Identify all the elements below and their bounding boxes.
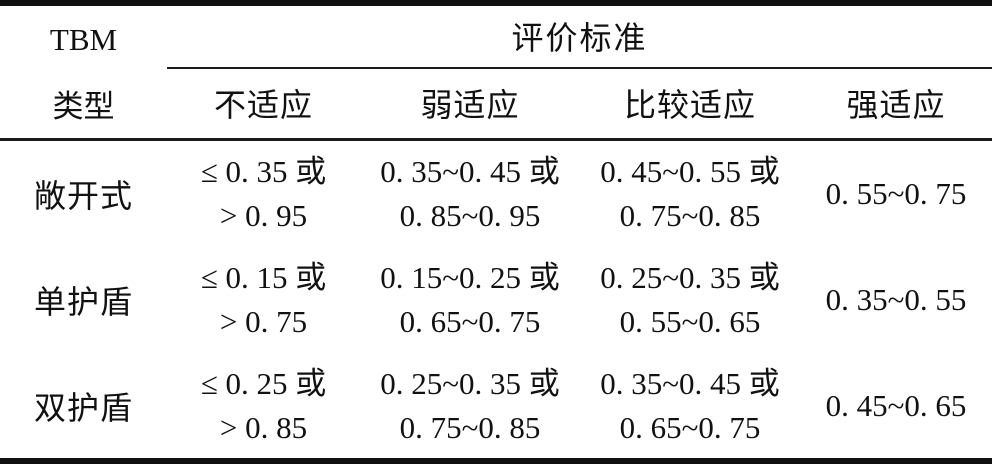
header-row-levels: 不适应 弱适应 比较适应 强适应 [0, 67, 992, 141]
cell-value-line2: 0. 65~0. 75 [619, 409, 761, 445]
table-row-single-shield: 单护盾 ≤ 0. 15 或 > 0. 75 0. 15~0. 25 或 0. 6… [0, 246, 992, 353]
criteria-header: 评价标准 [167, 3, 992, 69]
level-header-fairly-adaptable: 比较适应 [580, 67, 800, 141]
cell-value-line2: 0. 85~0. 95 [399, 197, 541, 233]
tbm-type-header-line1: TBM [49, 21, 118, 57]
tbm-type-header-line2: 类型 [52, 89, 115, 125]
row-type-label: 单护盾 [33, 284, 133, 321]
table-row-double-shield: 双护盾 ≤ 0. 25 或 > 0. 85 0. 25~0. 35 或 0. 7… [0, 354, 992, 461]
level-header-weakly-adaptable: 弱适应 [360, 67, 580, 141]
cell-value: 0. 55~0. 75 [825, 175, 967, 211]
cell-double-weakly-adaptable: 0. 25~0. 35 或 0. 75~0. 85 [360, 354, 580, 461]
cell-value-line1: 0. 35~0. 45 或 [600, 365, 780, 401]
tbm-type-header-cell: TBM 类型 [0, 3, 167, 141]
cell-value-line2: 0. 55~0. 65 [619, 304, 761, 340]
cell-single-weakly-adaptable: 0. 15~0. 25 或 0. 65~0. 75 [360, 246, 580, 353]
cell-value-line2: 0. 65~0. 75 [399, 304, 541, 340]
cell-value-line1: 0. 25~0. 35 或 [380, 365, 560, 401]
cell-single-strongly-adaptable: 0. 35~0. 55 [800, 246, 992, 353]
cell-value-line1: ≤ 0. 25 或 [200, 365, 327, 401]
cell-single-not-adaptable: ≤ 0. 15 或 > 0. 75 [167, 246, 360, 353]
row-type-label: 双护盾 [33, 389, 133, 426]
cell-double-fairly-adaptable: 0. 35~0. 45 或 0. 65~0. 75 [580, 354, 800, 461]
cell-value-line1: 0. 35~0. 45 或 [380, 153, 560, 189]
cell-value-line1: 0. 15~0. 25 或 [380, 260, 560, 296]
row-type-label: 敞开式 [33, 177, 133, 214]
cell-open-strongly-adaptable: 0. 55~0. 75 [800, 139, 992, 246]
cell-open-fairly-adaptable: 0. 45~0. 55 或 0. 75~0. 85 [580, 139, 800, 246]
header-row-criteria: TBM 类型 评价标准 [0, 3, 992, 141]
cell-double-strongly-adaptable: 0. 45~0. 65 [800, 354, 992, 461]
cell-value: 0. 45~0. 65 [825, 387, 967, 423]
cell-value-line1: ≤ 0. 35 或 [200, 153, 327, 189]
cell-value: 0. 35~0. 55 [825, 282, 967, 318]
cell-value-line1: 0. 25~0. 35 或 [600, 260, 780, 296]
table-row-open-type: 敞开式 ≤ 0. 35 或 > 0. 95 0. 35~0. 45 或 0. 8… [0, 139, 992, 246]
cell-value-line2: > 0. 75 [219, 304, 308, 340]
cell-open-not-adaptable: ≤ 0. 35 或 > 0. 95 [167, 139, 360, 246]
cell-value-line2: 0. 75~0. 85 [619, 197, 761, 233]
cell-value-line2: > 0. 95 [219, 197, 308, 233]
level-header-not-adaptable: 不适应 [167, 67, 360, 141]
cell-open-weakly-adaptable: 0. 35~0. 45 或 0. 85~0. 95 [360, 139, 580, 246]
cell-value-line2: > 0. 85 [219, 409, 308, 445]
cell-value-line1: 0. 45~0. 55 或 [600, 153, 780, 189]
cell-double-not-adaptable: ≤ 0. 25 或 > 0. 85 [167, 354, 360, 461]
cell-value-line1: ≤ 0. 15 或 [200, 260, 327, 296]
cell-single-fairly-adaptable: 0. 25~0. 35 或 0. 55~0. 65 [580, 246, 800, 353]
cell-value-line2: 0. 75~0. 85 [399, 409, 541, 445]
level-header-strongly-adaptable: 强适应 [800, 67, 992, 141]
